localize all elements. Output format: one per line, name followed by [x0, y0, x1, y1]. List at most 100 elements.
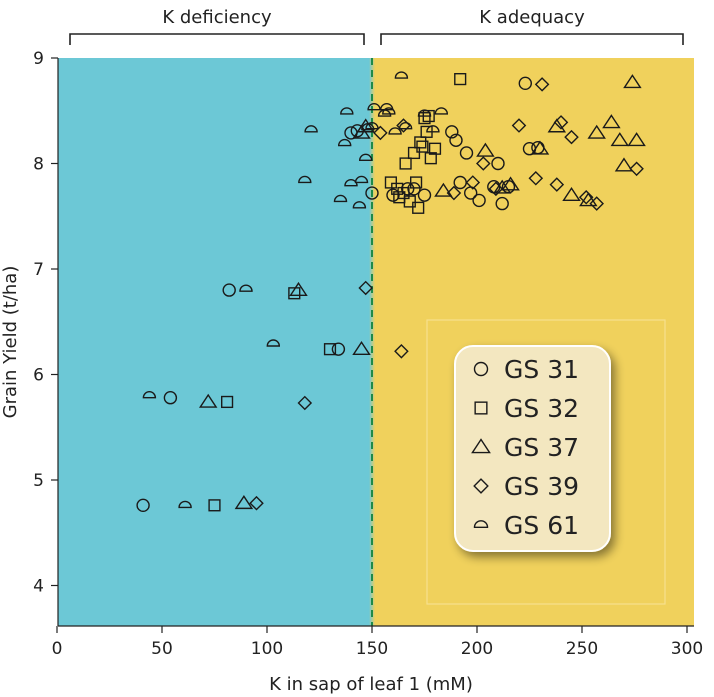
y-axis-label: Grain Yield (t/ha)	[0, 266, 21, 419]
data-point-gs-39	[564, 129, 579, 145]
data-point-gs-61	[434, 107, 449, 115]
data-point-gs-37	[352, 341, 371, 356]
data-point-gs-32	[399, 157, 412, 170]
data-point-gs-31	[417, 188, 432, 202]
data-point-gs-61	[388, 127, 402, 135]
data-point-gs-39	[476, 156, 491, 171]
legend-box	[454, 345, 611, 552]
legend-marker-gs-31	[473, 361, 489, 377]
x-tick-label: 250	[566, 639, 598, 659]
x-tick-label: 100	[251, 639, 283, 659]
data-point-gs-32	[323, 343, 337, 356]
data-point-gs-31	[331, 342, 346, 356]
data-point-gs-61	[142, 391, 157, 399]
data-point-gs-32	[414, 136, 427, 149]
data-point-gs-39	[465, 175, 481, 190]
y-tick-label: 6	[33, 366, 44, 386]
x-tick-label: 50	[151, 639, 173, 659]
data-point-gs-61	[358, 153, 373, 162]
data-point-gs-37	[356, 118, 375, 133]
data-point-gs-61	[178, 500, 192, 509]
data-point-gs-37	[614, 157, 634, 172]
data-point-gs-37	[476, 142, 495, 157]
data-point-gs-37	[610, 132, 630, 147]
data-point-gs-32	[391, 182, 404, 195]
data-point-gs-39	[358, 280, 373, 296]
data-point-gs-61	[340, 107, 354, 115]
data-point-gs-61	[344, 178, 358, 187]
legend-items: GS 31 GS 32 GS 37 GS 39 GS 61	[471, 355, 579, 540]
data-point-gs-31	[491, 156, 505, 171]
legend-label-gs-37: GS 37	[504, 433, 579, 462]
data-point-gs-39	[629, 161, 644, 177]
y-tick-label: 5	[33, 471, 44, 491]
region-brackets	[69, 33, 684, 45]
data-point-gs-39	[249, 495, 264, 511]
y-tick-label: 8	[33, 155, 44, 175]
data-point-gs-32	[288, 287, 301, 300]
legend-label-gs-61: GS 61	[504, 511, 579, 540]
data-point-gs-37	[492, 179, 512, 194]
legend-label-gs-39: GS 39	[504, 472, 579, 501]
data-point-gs-31	[222, 283, 236, 297]
legend-guide-frame	[426, 319, 666, 605]
data-point-gs-32	[397, 186, 410, 200]
data-point-gs-39	[446, 185, 462, 201]
region-bracket	[380, 33, 684, 45]
legend-marker-gs-37	[471, 438, 491, 454]
data-point-gs-61	[394, 71, 409, 79]
data-point-gs-32	[410, 176, 423, 189]
data-point-gs-31	[365, 186, 379, 200]
data-point-gs-37	[579, 192, 598, 207]
legend-marker-gs-61	[473, 520, 489, 528]
x-axis-label: K in sap of leaf 1 (mM)	[269, 674, 473, 695]
data-point-gs-61	[266, 339, 281, 347]
data-point-gs-31	[445, 125, 459, 139]
data-point-gs-61	[426, 125, 440, 133]
legend-label-gs-31: GS 31	[504, 355, 579, 384]
data-point-gs-61	[352, 201, 367, 209]
data-point-gs-31	[401, 182, 415, 196]
data-point-gs-31	[136, 498, 150, 513]
data-point-gs-39	[373, 125, 388, 141]
data-point-gs-61	[417, 109, 432, 117]
data-point-gs-31	[350, 124, 364, 138]
data-point-gs-37	[434, 182, 453, 197]
data-point-gs-39	[589, 196, 604, 211]
data-point-gs-61	[354, 175, 369, 184]
x-tick-label: 200	[461, 639, 493, 659]
data-point-gs-32	[418, 112, 431, 125]
data-point-gs-37	[501, 176, 520, 191]
data-point-gs-61	[304, 125, 318, 133]
legend-marker-gs-32	[474, 401, 488, 415]
data-point-gs-31	[163, 391, 178, 405]
data-point-gs-39	[553, 115, 569, 130]
x-tick-label: 150	[356, 639, 388, 659]
data-point-gs-37	[530, 140, 550, 155]
data-point-gs-31	[386, 188, 400, 202]
region-bracket	[69, 33, 365, 45]
data-point-gs-61	[382, 107, 396, 115]
data-point-gs-32	[424, 152, 437, 165]
y-tick-label: 7	[33, 260, 44, 280]
data-point-gs-32	[428, 142, 442, 155]
data-point-gs-37	[234, 495, 254, 510]
data-point-gs-32	[384, 176, 398, 189]
data-point-gs-32	[220, 395, 234, 409]
data-point-gs-39	[528, 170, 544, 186]
data-point-gs-37	[562, 186, 581, 202]
data-point-gs-39	[394, 344, 409, 359]
data-point-gs-31	[407, 182, 421, 196]
data-point-gs-37	[198, 393, 218, 408]
data-point-gs-61	[365, 121, 379, 130]
data-point-gs-32	[407, 146, 421, 160]
data-point-gs-37	[602, 114, 621, 129]
data-point-gs-37	[289, 281, 308, 296]
data-point-gs-31	[495, 196, 509, 211]
k-deficiency-region	[58, 58, 372, 626]
data-point-gs-39	[511, 118, 527, 133]
legend-label-gs-32: GS 32	[504, 394, 579, 423]
legend-marker-gs-39	[473, 478, 489, 494]
data-point-gs-61	[298, 175, 312, 184]
